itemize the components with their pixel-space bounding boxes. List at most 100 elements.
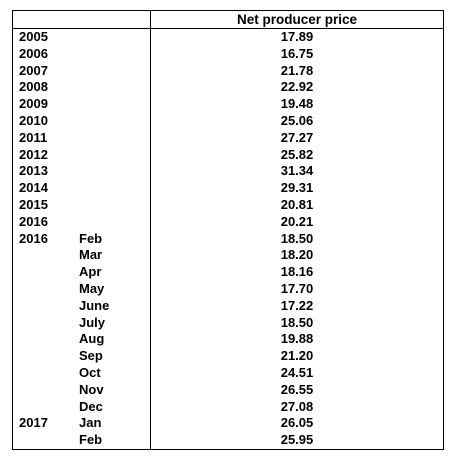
year-cell	[12, 381, 79, 399]
price-cell: 19.48	[150, 96, 444, 113]
month-cell: Sep	[79, 348, 103, 364]
year-cell	[12, 247, 79, 265]
table-row: 2009 19.48	[12, 96, 444, 113]
year-cell	[12, 264, 79, 281]
header-price-cell: Net producer price	[150, 10, 444, 29]
year-cell	[12, 364, 79, 382]
year-cell	[12, 314, 79, 332]
year-cell	[12, 297, 79, 315]
price-table: Net producer price 2005 17.89 2006 16.75 200…	[12, 10, 444, 450]
table-row: 2005 17.89	[12, 28, 444, 46]
table-row: Nov 26.55	[12, 381, 444, 399]
table-row: May 17.70	[12, 280, 444, 298]
year-cell: 2009	[12, 96, 79, 113]
month-cell	[79, 180, 151, 197]
price-cell: 19.88	[150, 331, 444, 349]
price-cell: 25.06	[150, 112, 444, 130]
table-row: 2017 Jan 26.05	[12, 415, 444, 433]
price-cell: 27.27	[150, 129, 444, 147]
year-cell: 2005	[12, 28, 79, 46]
month-cell: Mar	[79, 247, 103, 263]
month-cell	[79, 29, 151, 46]
month-cell: Nov	[79, 381, 104, 397]
table-row: 2016 Feb 18.50	[12, 230, 444, 248]
table-row: 2012 25.82	[12, 146, 444, 164]
table-row: June 17.22	[12, 297, 444, 315]
price-cell: 20.21	[150, 213, 444, 231]
year-cell: 2011	[12, 129, 79, 147]
month-cell	[79, 113, 151, 130]
table-row: Oct 24.51	[12, 364, 444, 382]
table-row: Dec 27.08	[12, 398, 444, 416]
table-body: 2005 17.89 2006 16.75 2007 21.78 2008 22.92 2009…	[12, 28, 444, 450]
month-cell: Apr	[79, 264, 102, 280]
month-cell	[79, 130, 151, 147]
price-cell: 17.89	[150, 28, 444, 46]
month-cell	[79, 96, 151, 113]
year-cell	[12, 432, 79, 450]
month-cell: Jan	[79, 415, 102, 431]
year-cell: 2006	[12, 45, 79, 63]
table-header-row: Net producer price	[12, 10, 444, 29]
month-cell	[79, 214, 151, 231]
table-row: 2013 31.34	[12, 163, 444, 181]
year-cell	[12, 331, 79, 349]
table-row: Aug 19.88	[12, 331, 444, 349]
month-cell	[79, 79, 151, 96]
month-cell	[79, 163, 151, 180]
month-cell	[79, 197, 151, 214]
month-cell: Aug	[79, 331, 105, 347]
header-month-cell	[79, 10, 151, 29]
month-cell: Oct	[79, 364, 101, 380]
table-row: Apr 18.16	[12, 264, 444, 281]
year-cell: 2014	[12, 180, 79, 197]
month-cell: Feb	[79, 432, 151, 450]
table-row: Sep 21.20	[12, 348, 444, 365]
price-cell: 26.55	[150, 381, 444, 399]
year-cell: 2017	[12, 415, 79, 433]
month-cell	[79, 46, 151, 63]
month-cell: May	[79, 280, 105, 296]
price-cell: 18.16	[150, 264, 444, 281]
price-cell: 24.51	[150, 364, 444, 382]
month-cell	[79, 63, 151, 80]
price-cell: 18.50	[150, 230, 444, 248]
year-cell: 2007	[12, 62, 79, 80]
price-cell: 25.95	[150, 432, 444, 450]
table-row: 2010 25.06	[12, 112, 444, 130]
price-cell: 18.20	[150, 247, 444, 265]
month-cell: Feb	[79, 230, 103, 246]
month-cell	[79, 147, 151, 164]
year-cell: 2013	[12, 163, 79, 181]
price-cell: 16.75	[150, 45, 444, 63]
price-cell: 31.34	[150, 163, 444, 181]
year-cell: 2015	[12, 196, 79, 214]
year-cell: 2016	[12, 230, 79, 248]
table-row: 2006 16.75	[12, 45, 444, 63]
table-row: 2007 21.78	[12, 62, 444, 80]
month-cell: June	[79, 297, 110, 313]
year-cell: 2016	[12, 213, 79, 231]
table-row: Feb 25.95	[12, 432, 444, 450]
month-cell: Dec	[79, 398, 103, 414]
year-cell: 2008	[12, 79, 79, 97]
year-cell: 2012	[12, 146, 79, 164]
price-cell: 17.22	[150, 297, 444, 315]
table-row: 2016 20.21	[12, 213, 444, 231]
table-row: 2015 20.81	[12, 196, 444, 214]
price-cell: 21.78	[150, 62, 444, 80]
table-row: July 18.50	[12, 314, 444, 332]
price-cell: 21.20	[150, 348, 444, 365]
price-cell: 26.05	[150, 415, 444, 433]
year-cell: 2010	[12, 112, 79, 130]
price-cell: 25.82	[150, 146, 444, 164]
price-table-container: Net producer price 2005 17.89 2006 16.75 200…	[12, 10, 444, 450]
table-row: 2008 22.92	[12, 79, 444, 97]
price-cell: 18.50	[150, 314, 444, 332]
year-cell	[12, 398, 79, 416]
price-cell: 27.08	[150, 398, 444, 416]
year-cell	[12, 348, 79, 365]
header-year-cell	[12, 10, 79, 29]
month-cell: July	[79, 314, 106, 330]
table-row: Mar 18.20	[12, 247, 444, 265]
